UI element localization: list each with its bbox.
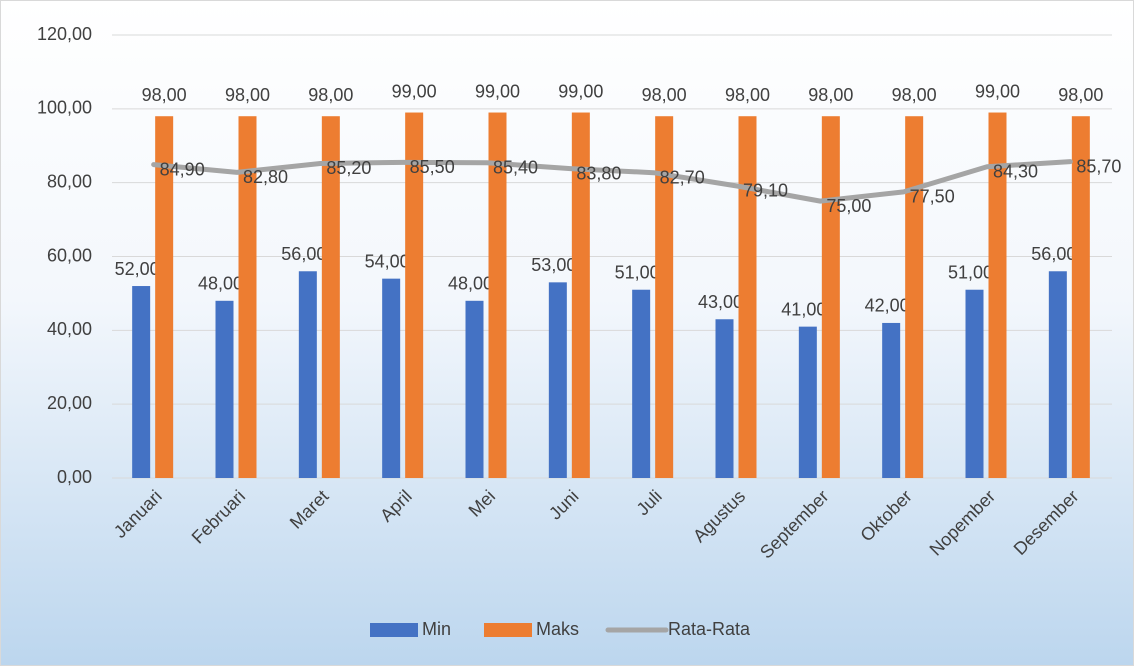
data-label: 85,70	[1076, 156, 1121, 176]
y-tick-label: 20,00	[47, 393, 92, 413]
bar	[905, 116, 924, 478]
data-label: 98,00	[225, 85, 270, 105]
data-label: 99,00	[475, 81, 520, 101]
data-label: 43,00	[698, 292, 743, 312]
bar	[238, 116, 257, 478]
data-label: 79,10	[743, 181, 788, 201]
bar	[298, 271, 317, 478]
data-label: 98,00	[1058, 85, 1103, 105]
data-label: 99,00	[392, 81, 437, 101]
data-label: 98,00	[642, 85, 687, 105]
data-label: 98,00	[142, 85, 187, 105]
data-label: 82,70	[660, 167, 705, 187]
bar	[215, 300, 234, 478]
data-label: 51,00	[615, 262, 660, 282]
data-label: 48,00	[448, 274, 493, 294]
data-label: 98,00	[308, 85, 353, 105]
bar	[382, 278, 401, 478]
bar	[715, 319, 734, 478]
data-label: 77,50	[910, 187, 955, 207]
y-tick-label: 60,00	[47, 245, 92, 265]
data-label: 75,00	[826, 196, 871, 216]
bar	[882, 322, 901, 478]
data-label: 84,30	[993, 162, 1038, 182]
legend-swatch	[370, 623, 418, 637]
data-label: 41,00	[781, 299, 826, 319]
data-label: 54,00	[365, 251, 410, 271]
y-tick-label: 80,00	[47, 171, 92, 191]
data-label: 83,80	[576, 163, 621, 183]
bar	[821, 116, 840, 478]
bar	[965, 289, 984, 478]
bar	[798, 326, 817, 478]
data-label: 56,00	[281, 244, 326, 264]
bar	[488, 112, 507, 479]
y-tick-label: 0,00	[57, 467, 92, 487]
bar	[655, 116, 674, 478]
bar	[321, 116, 340, 478]
data-label: 98,00	[892, 85, 937, 105]
y-tick-label: 100,00	[37, 98, 92, 118]
data-label: 98,00	[725, 85, 770, 105]
data-label: 99,00	[975, 81, 1020, 101]
data-label: 85,20	[326, 158, 371, 178]
legend-label: Min	[422, 619, 451, 639]
data-label: 52,00	[115, 259, 160, 279]
data-label: 48,00	[198, 274, 243, 294]
y-tick-label: 120,00	[37, 24, 92, 44]
bar	[988, 112, 1007, 479]
data-label: 51,00	[948, 262, 993, 282]
bar	[548, 282, 567, 478]
data-label: 99,00	[558, 81, 603, 101]
legend-label: Maks	[536, 619, 579, 639]
data-label: 98,00	[808, 85, 853, 105]
data-label: 42,00	[865, 296, 910, 316]
line	[151, 159, 1073, 204]
y-tick-label: 40,00	[47, 319, 92, 339]
legend-label: Rata-Rata	[668, 619, 751, 639]
bar	[155, 116, 174, 478]
bar	[738, 116, 757, 478]
bar	[132, 286, 151, 478]
bar	[1071, 116, 1090, 478]
bar	[571, 112, 590, 479]
bar	[632, 289, 651, 478]
data-label: 56,00	[1031, 244, 1076, 264]
bar	[1048, 271, 1067, 478]
data-label: 82,80	[243, 167, 288, 187]
data-label: 84,90	[160, 159, 205, 179]
bar	[465, 300, 484, 478]
data-label: 53,00	[531, 255, 576, 275]
data-label: 85,40	[493, 157, 538, 177]
data-label: 85,50	[410, 157, 455, 177]
bar	[405, 112, 424, 479]
legend-swatch	[484, 623, 532, 637]
